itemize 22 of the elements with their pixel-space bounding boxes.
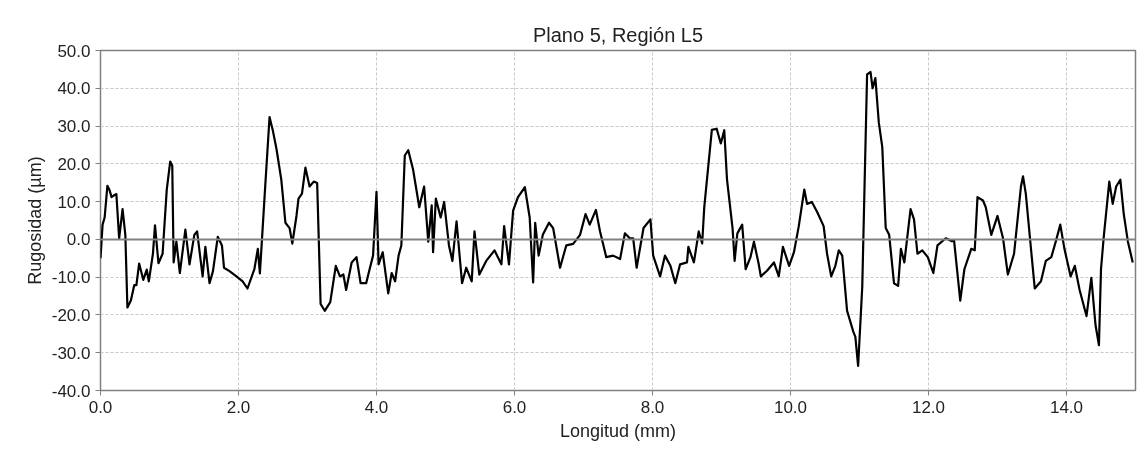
x-tick-label: 2.0: [226, 397, 251, 417]
y-tick-label: 40.0: [57, 79, 91, 99]
line-series: [100, 70, 1134, 368]
y-tick-label: -30.0: [51, 343, 91, 363]
x-tick-label: 14.0: [1049, 397, 1084, 417]
y-tick-label: -10.0: [51, 268, 91, 288]
x-tick-label: 8.0: [640, 397, 665, 417]
y-tick-label: 20.0: [57, 154, 91, 174]
x-tick-label: 0.0: [88, 397, 113, 417]
x-tick-label: 10.0: [773, 397, 808, 417]
y-axis-title: Rugosidad (µm): [24, 156, 45, 285]
y-tick-label: 10.0: [57, 192, 91, 212]
x-tick-label: 6.0: [502, 397, 527, 417]
x-axis-title: Longitud (mm): [559, 420, 677, 441]
chart-title: Plano 5, Región L5: [532, 23, 704, 46]
y-tick-label: 0.0: [66, 230, 91, 250]
y-tick-label: -20.0: [51, 305, 91, 325]
x-tick-label: 12.0: [911, 397, 946, 417]
y-tick-label: 30.0: [57, 117, 91, 137]
y-tick-label: 50.0: [57, 41, 91, 61]
y-tick-label: -40.0: [51, 381, 91, 401]
x-tick-label: 4.0: [364, 397, 389, 417]
